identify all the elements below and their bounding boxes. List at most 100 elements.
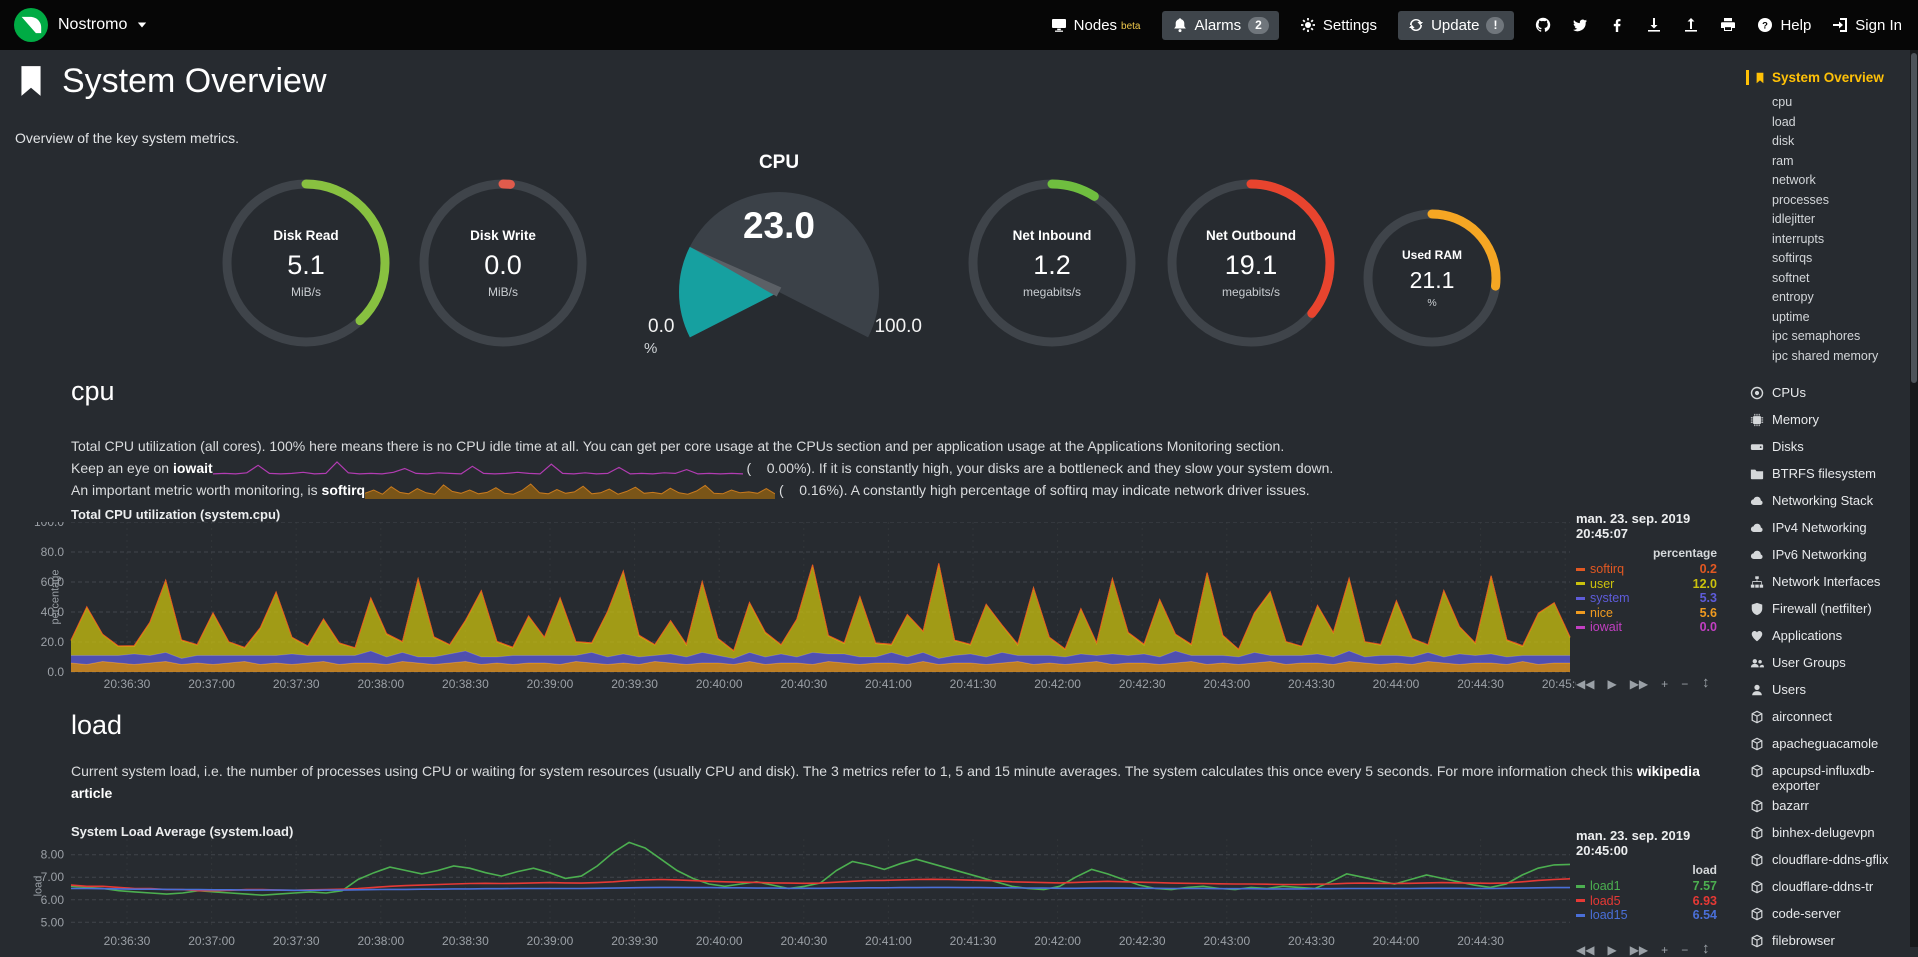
load-description: Current system load, i.e. the number of … (71, 763, 1700, 801)
softirq-sparkline-chart[interactable] (365, 481, 776, 499)
sidebar-item-applications[interactable]: Applications (1750, 623, 1910, 650)
sidebar-item-apcupsd-influxdb-exporter[interactable]: apcupsd-influxdb-exporter (1750, 758, 1910, 793)
github-icon (1535, 17, 1551, 33)
chart-tool-fwd[interactable]: ▶▶ (1629, 677, 1649, 691)
gauge-unit: megabits/s (1221, 284, 1281, 299)
svg-text:20:42:30: 20:42:30 (1119, 677, 1166, 691)
gauge-disk-read[interactable]: Disk Read 5.1 MiB/s (221, 178, 391, 348)
legend-item-load1[interactable]: load1 7.57 (1576, 879, 1717, 894)
legend-item-softirq[interactable]: softirq 0.2 (1576, 562, 1717, 577)
sidebar-subitem-uptime[interactable]: uptime (1772, 309, 1810, 324)
nav-update[interactable]: Update! (1398, 10, 1515, 40)
sidebar-subitem-disk[interactable]: disk (1772, 134, 1795, 148)
sidebar-subitem-interrupts[interactable]: interrupts (1772, 231, 1825, 246)
nav-signin[interactable]: Sign In (1832, 17, 1902, 34)
nav-facebook[interactable] (1609, 17, 1625, 33)
sidebar-item-firewall-netfilter[interactable]: Firewall (netfilter) (1750, 596, 1910, 623)
legend-item-load15[interactable]: load15 6.54 (1576, 908, 1717, 923)
legend-item-system[interactable]: system 5.3 (1576, 591, 1717, 606)
legend-item-nice[interactable]: nice 5.6 (1576, 606, 1717, 621)
sidebar-menu: System Overview cpu load disk ram network pro… (1746, 50, 1910, 948)
sidebar-item-cpus[interactable]: CPUs (1750, 380, 1910, 407)
sidebar-item-users[interactable]: Users (1750, 677, 1910, 704)
legend-item-user[interactable]: user 12.0 (1576, 577, 1717, 592)
sidebar-item-network-interfaces[interactable]: Network Interfaces (1750, 569, 1910, 596)
cpu-chart-plot[interactable]: 20:36:30 20:37:00 20:37:30 20:38:00 20:38:30… (16, 522, 1576, 694)
legend-rows: load1 7.57 load5 6.93 load15 6.54 (1576, 879, 1717, 923)
sidebar-item-ipv6-networking[interactable]: IPv6 Networking (1750, 542, 1910, 569)
sidebar-item-binhex-delugevpn[interactable]: binhex-delugevpn (1750, 820, 1910, 847)
sidebar-item-btrfs-filesystem[interactable]: BTRFS filesystem (1750, 461, 1910, 488)
gauge-value: 1.2 (1033, 249, 1071, 280)
chart-tool-zin[interactable]: + (1661, 677, 1669, 691)
sidebar-subitem-load[interactable]: load (1772, 114, 1796, 129)
chart-tool-play[interactable]: ▶ (1607, 943, 1617, 957)
gauge-net-outbound[interactable]: Net Outbound 19.1 megabits/s (1166, 178, 1336, 348)
gauge-title: CPU (758, 152, 800, 173)
gauge-cpu[interactable]: CPU 23.0 0.0 100.0 % (634, 150, 924, 362)
sidebar-item-cloudflare-ddns-tr[interactable]: cloudflare-ddns-tr (1750, 874, 1910, 901)
sidebar-item-system-overview[interactable]: System Overview (1746, 70, 1910, 85)
main-content: System Overview Overview of the key syst… (0, 50, 1743, 957)
section-heading-load: load (71, 710, 123, 740)
sidebar-subitem-idlejitter[interactable]: idlejitter (1772, 212, 1816, 226)
wikipedia-link[interactable]: wikipedia article (71, 763, 1700, 801)
scrollbar-thumb[interactable] (1911, 53, 1917, 383)
load-chart-title: System Load Average (system.load) (71, 824, 294, 839)
svg-text:20:37:30: 20:37:30 (273, 677, 320, 691)
chart-tool-zout[interactable]: − (1681, 943, 1689, 957)
sidebar-item-memory[interactable]: Memory (1750, 407, 1910, 434)
chart-tool-back[interactable]: ◀◀ (1576, 677, 1595, 691)
legend-swatch (1576, 899, 1585, 903)
nav-print[interactable] (1720, 17, 1736, 33)
sidebar-subitem-softnet[interactable]: softnet (1772, 270, 1810, 285)
sidebar-subitem-processes[interactable]: processes (1772, 192, 1829, 207)
chart-tool-zout[interactable]: − (1681, 677, 1689, 691)
sidebar-item-cloudflare-ddns-gflix[interactable]: cloudflare-ddns-gflix (1750, 847, 1910, 874)
chart-tool-fwd[interactable]: ▶▶ (1629, 943, 1649, 957)
sidebar-item-label: cloudflare-ddns-gflix (1772, 852, 1889, 867)
page-scrollbar[interactable] (1910, 50, 1918, 947)
nav-settings[interactable]: Settings (1300, 17, 1377, 34)
sidebar-item-apacheguacamole[interactable]: apacheguacamole (1750, 731, 1910, 758)
load-chart-plot[interactable]: 20:36:30 20:37:00 20:37:30 20:38:00 20:38:30… (16, 839, 1576, 951)
sidebar-item-disks[interactable]: Disks (1750, 434, 1910, 461)
sidebar-item-bazarr[interactable]: bazarr (1750, 793, 1910, 820)
nav-alarms[interactable]: Alarms 2 (1161, 10, 1279, 40)
cube-icon (1750, 710, 1765, 724)
sidebar-item-user-groups[interactable]: User Groups (1750, 650, 1910, 677)
chart-tool-back[interactable]: ◀◀ (1576, 943, 1595, 957)
gauge-used-ram[interactable]: Used RAM 21.1 % (1362, 208, 1502, 348)
gauge-disk-write[interactable]: Disk Write 0.0 MiB/s (418, 178, 588, 348)
cpu-chart-resize-handle[interactable]: ↕ (1702, 674, 1710, 691)
sidebar-item-code-server[interactable]: code-server (1750, 901, 1910, 928)
nav-github[interactable] (1535, 17, 1551, 33)
sidebar-subitem-softirqs[interactable]: softirqs (1772, 251, 1813, 265)
sidebar-item-ipv4-networking[interactable]: IPv4 Networking (1750, 515, 1910, 542)
sidebar-subitem-ipc-semaphores[interactable]: ipc semaphores (1772, 329, 1861, 343)
sidebar-subitem-cpu[interactable]: cpu (1772, 95, 1793, 109)
legend-swatch (1576, 913, 1585, 917)
sidebar-item-filebrowser[interactable]: filebrowser (1750, 928, 1910, 955)
gauge-title: Used RAM (1401, 247, 1462, 262)
load-chart-resize-handle[interactable]: ↕ (1702, 940, 1710, 957)
sidebar-item-airconnect[interactable]: airconnect (1750, 704, 1910, 731)
sidebar-subitem-network[interactable]: network (1772, 173, 1816, 187)
sidebar-subitem-entropy[interactable]: entropy (1772, 290, 1814, 304)
sidebar-subitem-ram[interactable]: ram (1772, 153, 1794, 168)
iowait-sparkline-chart[interactable] (212, 459, 743, 477)
legend-item-iowait[interactable]: iowait 0.0 (1576, 620, 1717, 635)
chart-tool-zin[interactable]: + (1661, 943, 1669, 957)
node-selector[interactable]: Nostromo (0, 8, 147, 42)
legend-series-value: 12.0 (1692, 576, 1717, 591)
nav-twitter[interactable] (1572, 17, 1588, 33)
nav-export[interactable] (1683, 17, 1699, 33)
chart-tool-play[interactable]: ▶ (1607, 677, 1617, 691)
nav-import[interactable] (1646, 17, 1662, 33)
nav-nodes[interactable]: Nodes beta (1051, 17, 1141, 34)
sidebar-subitem-ipc-shared-memory[interactable]: ipc shared memory (1772, 348, 1879, 363)
legend-item-load5[interactable]: load5 6.93 (1576, 894, 1717, 909)
gauge-net-inbound[interactable]: Net Inbound 1.2 megabits/s (967, 178, 1137, 348)
nav-help[interactable]: ? Help (1757, 17, 1811, 34)
sidebar-item-networking-stack[interactable]: Networking Stack (1750, 488, 1910, 515)
